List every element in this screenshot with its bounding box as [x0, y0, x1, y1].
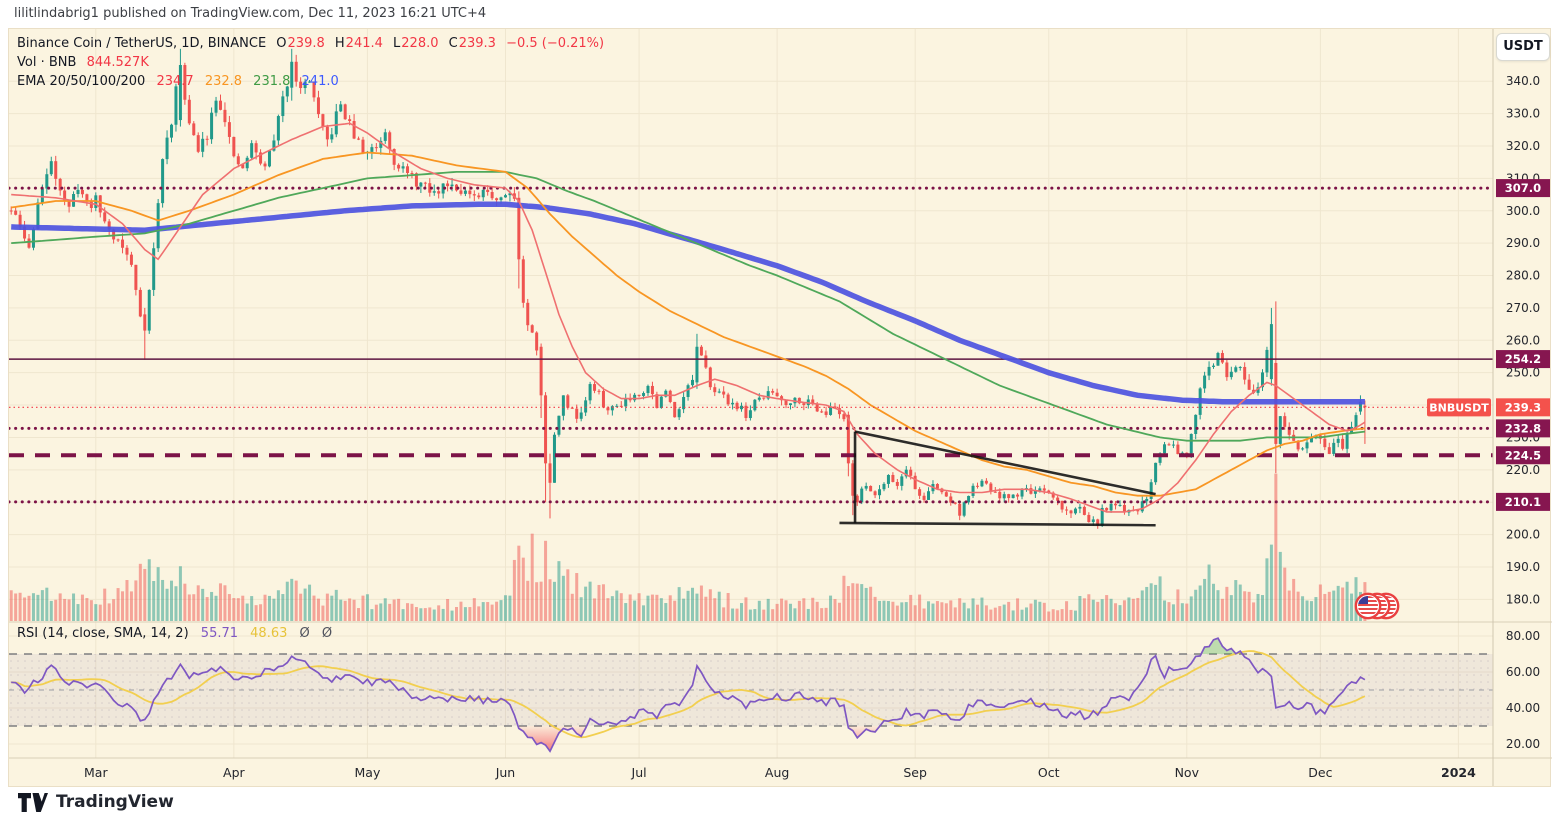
ema100-line — [11, 171, 1366, 442]
tradingview-logo-icon — [18, 792, 48, 812]
svg-text:Sep: Sep — [903, 765, 927, 780]
svg-text:Oct: Oct — [1038, 765, 1060, 780]
svg-text:Dec: Dec — [1308, 765, 1332, 780]
rsi-line — [11, 637, 1366, 753]
drawn-trendlines[interactable] — [839, 430, 1156, 527]
svg-text:260.0: 260.0 — [1506, 333, 1540, 347]
price-axis[interactable]: 340.0330.0320.0310.0300.0290.0280.0270.0… — [1427, 74, 1550, 751]
svg-text:290.0: 290.0 — [1506, 236, 1540, 250]
svg-text:220.0: 220.0 — [1506, 463, 1540, 477]
svg-text:Mar: Mar — [84, 765, 108, 780]
footer: TradingView — [18, 792, 174, 812]
svg-text:60.00: 60.00 — [1506, 665, 1540, 679]
volume-series — [9, 473, 1367, 621]
publish-info: lilitlindabrig1 published on TradingView… — [14, 6, 487, 21]
ema-lines — [11, 122, 1366, 513]
svg-text:254.2: 254.2 — [1505, 352, 1541, 366]
rsi-series — [11, 637, 1366, 753]
gridlines — [9, 29, 1493, 758]
svg-text:224.5: 224.5 — [1505, 448, 1541, 462]
svg-text:20.00: 20.00 — [1506, 737, 1540, 751]
svg-text:190.0: 190.0 — [1506, 560, 1540, 574]
svg-text:Jun: Jun — [495, 765, 516, 780]
svg-text:Nov: Nov — [1175, 765, 1200, 780]
svg-text:Apr: Apr — [223, 765, 245, 780]
svg-text:80.00: 80.00 — [1506, 629, 1540, 643]
currency-toggle-button[interactable]: USDT — [1496, 33, 1550, 61]
price-levels — [9, 186, 1495, 504]
svg-text:270.0: 270.0 — [1506, 301, 1540, 315]
svg-text:180.0: 180.0 — [1506, 592, 1540, 606]
svg-text:300.0: 300.0 — [1506, 204, 1540, 218]
chart-canvas[interactable]: 340.0330.0320.0310.0300.0290.0280.0270.0… — [9, 29, 1552, 786]
svg-text:280.0: 280.0 — [1506, 269, 1540, 283]
rsi-band — [9, 653, 1493, 727]
svg-text:250.0: 250.0 — [1506, 366, 1540, 380]
svg-text:May: May — [355, 765, 381, 780]
svg-text:232.8: 232.8 — [1505, 421, 1541, 435]
svg-text:307.0: 307.0 — [1505, 181, 1541, 195]
svg-text:Aug: Aug — [765, 765, 789, 780]
svg-text:320.0: 320.0 — [1506, 139, 1540, 153]
svg-text:Jul: Jul — [631, 765, 647, 780]
symbol-price-tag — [1427, 398, 1491, 417]
ema50-line — [11, 151, 1366, 497]
tradingview-brand-link[interactable]: TradingView — [56, 792, 174, 812]
svg-text:340.0: 340.0 — [1506, 74, 1540, 88]
us-flag-event-icons — [1354, 592, 1400, 620]
svg-text:239.3: 239.3 — [1505, 400, 1541, 414]
rsi-sma-line — [11, 650, 1366, 739]
time-axis[interactable]: Mar Apr May Jun Jul Aug Sep Oct Nov Dec 2024 — [84, 765, 1476, 780]
svg-text:40.00: 40.00 — [1506, 701, 1540, 715]
axes — [9, 29, 1552, 786]
ema20-line — [11, 122, 1366, 513]
chart-snapshot: 340.0 330.0 320.0 310.0 300.0 290.0 280.0 270.0… — [8, 28, 1552, 787]
svg-text:2024: 2024 — [1441, 765, 1476, 780]
svg-text:BNBUSDT: BNBUSDT — [1429, 401, 1489, 414]
svg-text:330.0: 330.0 — [1506, 107, 1540, 121]
svg-text:210.1: 210.1 — [1505, 495, 1541, 509]
svg-text:200.0: 200.0 — [1506, 528, 1540, 542]
